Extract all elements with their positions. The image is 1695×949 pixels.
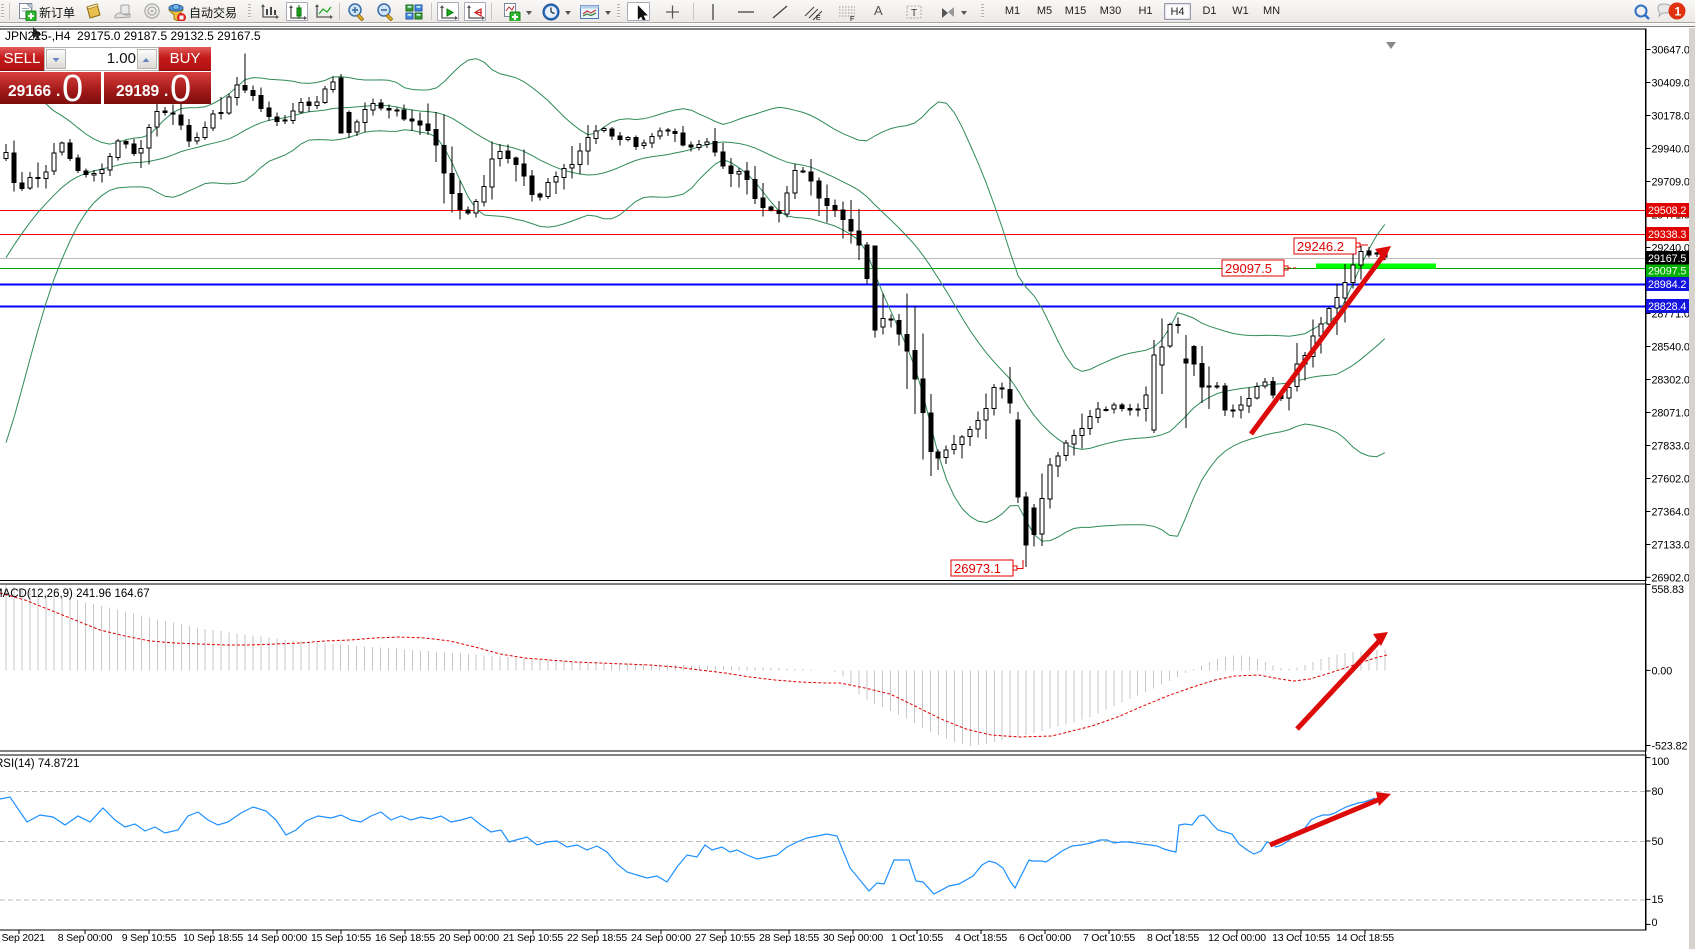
svg-text:100: 100 [1652,756,1670,768]
svg-text:28302.0: 28302.0 [1652,375,1690,387]
svg-text:1: 1 [1675,5,1682,19]
svg-text:-523.82: -523.82 [1652,741,1688,753]
svg-text:10 Sep 18:55: 10 Sep 18:55 [183,932,243,944]
svg-text:29508.2: 29508.2 [1648,205,1686,217]
svg-text:29338.3: 29338.3 [1648,229,1686,241]
svg-text:MACD(12,26,9) 241.96 164.67: MACD(12,26,9) 241.96 164.67 [0,588,150,600]
svg-text:30 Sep 00:00: 30 Sep 00:00 [823,932,883,944]
svg-text:T: T [911,8,917,19]
svg-text:8 Oct 18:55: 8 Oct 18:55 [1147,932,1199,944]
svg-text:30178.0: 30178.0 [1652,111,1690,123]
svg-text:30647.0: 30647.0 [1652,45,1690,57]
svg-text:7 Oct 10:55: 7 Oct 10:55 [1083,932,1135,944]
svg-text:29167.5: 29167.5 [1648,253,1686,265]
svg-text:8 Sep 00:00: 8 Sep 00:00 [58,932,113,944]
svg-text:29940.0: 29940.0 [1652,144,1690,156]
svg-text:28071.0: 28071.0 [1652,408,1690,420]
svg-text:27602.0: 27602.0 [1652,474,1690,486]
svg-text:7 Sep 2021: 7 Sep 2021 [0,932,45,944]
svg-text:9 Sep 10:55: 9 Sep 10:55 [122,932,177,944]
svg-text:F: F [850,16,854,21]
svg-text:22 Sep 18:55: 22 Sep 18:55 [567,932,627,944]
svg-text:E: E [816,15,821,21]
svg-text:4 Oct 18:55: 4 Oct 18:55 [955,932,1007,944]
svg-text:0.00: 0.00 [1652,665,1673,677]
svg-text:27833.0: 27833.0 [1652,441,1690,453]
svg-text:29246.2: 29246.2 [1297,239,1344,254]
svg-text:28 Sep 18:55: 28 Sep 18:55 [759,932,819,944]
svg-text:20 Sep 00:00: 20 Sep 00:00 [439,932,499,944]
svg-text:28984.2: 28984.2 [1648,279,1686,291]
svg-text:27 Sep 10:55: 27 Sep 10:55 [695,932,755,944]
svg-text:26902.0: 26902.0 [1652,572,1690,584]
svg-text:28828.4: 28828.4 [1648,301,1686,313]
svg-text:15 Sep 10:55: 15 Sep 10:55 [311,932,371,944]
svg-text:12 Oct 00:00: 12 Oct 00:00 [1208,932,1266,944]
svg-text:27133.0: 27133.0 [1652,540,1690,552]
svg-text:28540.0: 28540.0 [1652,342,1690,354]
svg-text:80: 80 [1652,786,1664,798]
svg-text:14 Oct 18:55: 14 Oct 18:55 [1336,932,1394,944]
svg-text:29097.5: 29097.5 [1225,261,1272,276]
svg-text:1 Oct 10:55: 1 Oct 10:55 [891,932,943,944]
svg-text:13 Oct 10:55: 13 Oct 10:55 [1272,932,1330,944]
svg-text:29097.5: 29097.5 [1648,266,1686,278]
svg-text:558.83: 558.83 [1652,584,1685,596]
svg-text:15: 15 [1652,894,1664,906]
svg-text:27364.0: 27364.0 [1652,507,1690,519]
svg-text:16 Sep 18:55: 16 Sep 18:55 [375,932,435,944]
svg-text:JPN225-,H4 29175.0 29187.5 29: JPN225-,H4 29175.0 29187.5 29132.5 29167… [5,29,261,43]
svg-text:50: 50 [1652,836,1664,848]
svg-text:24 Sep 00:00: 24 Sep 00:00 [631,932,691,944]
svg-text:30409.0: 30409.0 [1652,78,1690,90]
svg-text:21 Sep 10:55: 21 Sep 10:55 [503,932,563,944]
svg-text:14 Sep 00:00: 14 Sep 00:00 [247,932,307,944]
svg-text:0: 0 [1652,917,1658,929]
svg-text:RSI(14) 74.8721: RSI(14) 74.8721 [0,758,79,770]
svg-text:26973.1: 26973.1 [954,561,1001,576]
svg-text:6 Oct 00:00: 6 Oct 00:00 [1019,932,1071,944]
svg-text:29709.0: 29709.0 [1652,177,1690,189]
